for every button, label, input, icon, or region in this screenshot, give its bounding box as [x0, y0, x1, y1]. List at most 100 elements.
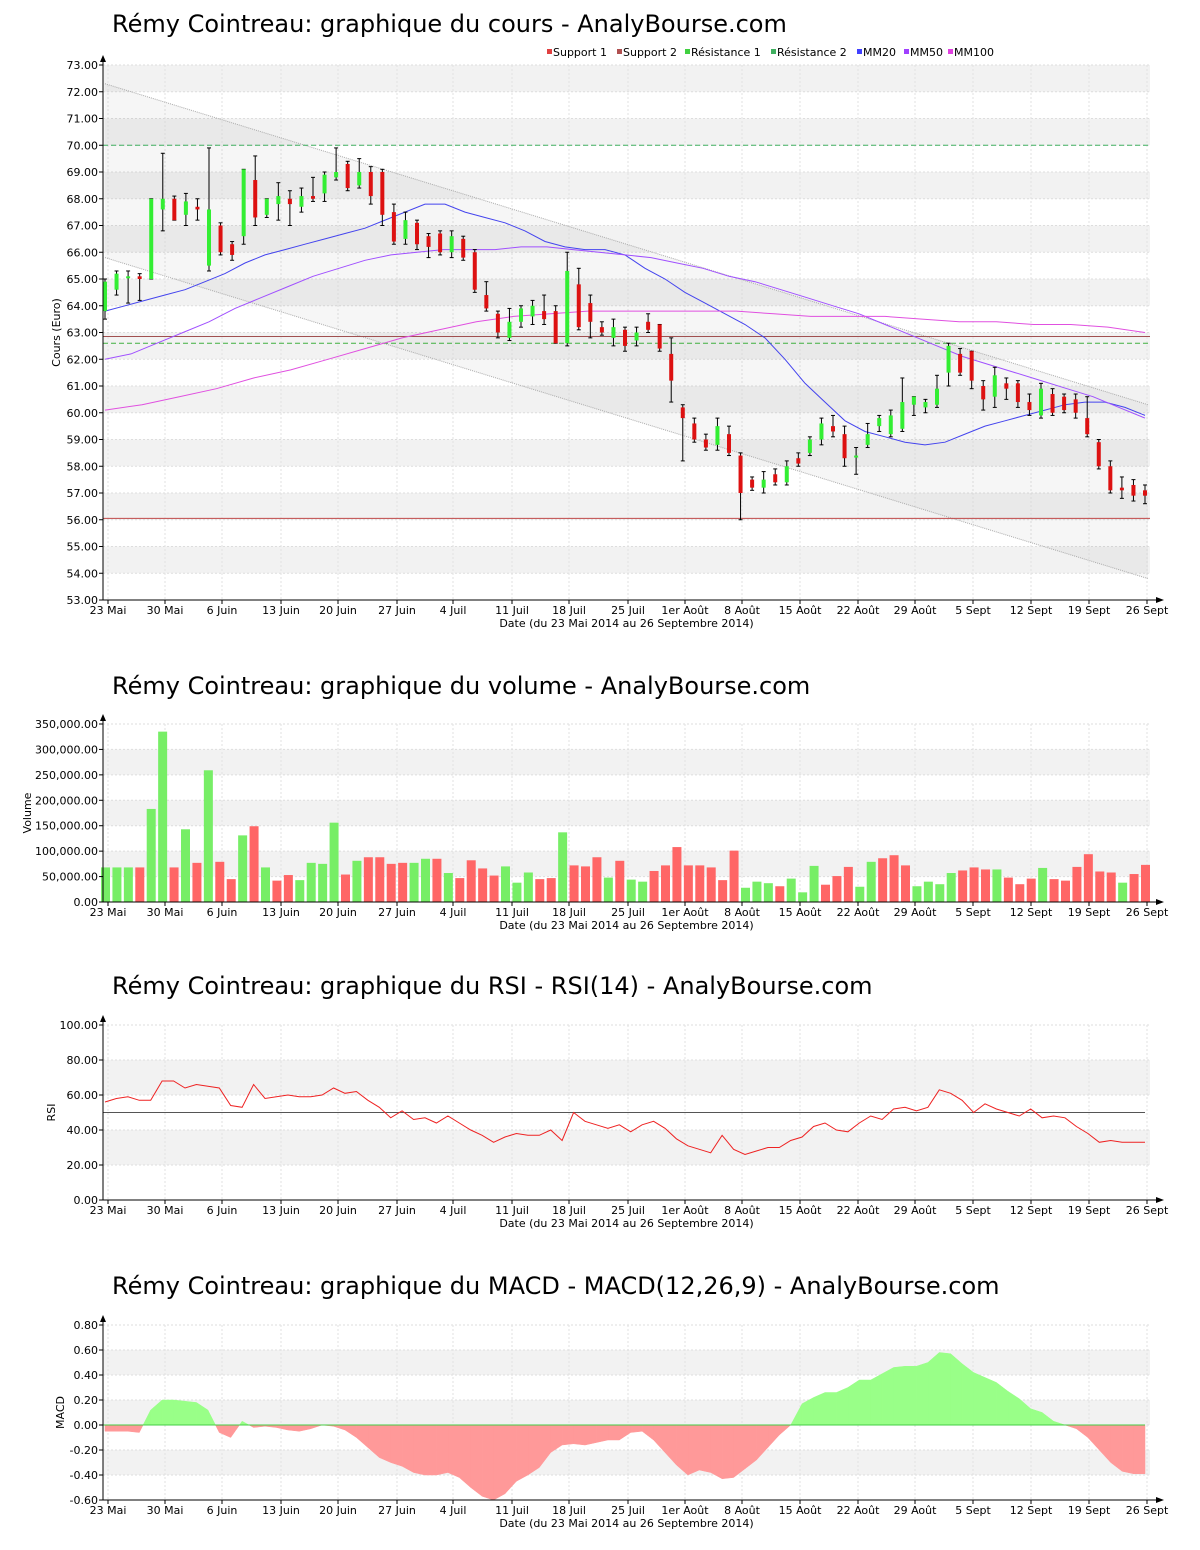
candle-body [1004, 383, 1009, 389]
volume-bar [878, 858, 888, 902]
macd-area [687, 1424, 700, 1476]
volume-bar [706, 867, 716, 902]
price-band [103, 493, 1150, 520]
price-y-tick-label: 68.00 [67, 193, 99, 206]
volume-bar [523, 872, 533, 902]
candle-body [160, 198, 165, 210]
macd-x-tick-label: 27 Juin [378, 1504, 416, 1517]
candle-body [992, 375, 997, 397]
macd-y-tick-label: -0.20 [70, 1444, 98, 1457]
candle-body [888, 415, 893, 435]
candle-body [715, 426, 720, 445]
candle-body [1131, 484, 1136, 496]
price-x-tick-label: 27 Juin [378, 604, 416, 617]
volume-bar [169, 867, 179, 902]
macd-x-tick-label: 4 Juil [440, 1504, 467, 1517]
rsi-y-axis-arrow [100, 1015, 106, 1022]
candle-body [1039, 388, 1043, 416]
volume-bar [741, 887, 750, 902]
volume-bar [363, 857, 373, 902]
macd-area [584, 1424, 597, 1446]
candle-body [657, 324, 662, 349]
candle-body [542, 311, 547, 320]
price-x-tick-label: 5 Sept [955, 604, 991, 617]
candle-body [241, 169, 246, 237]
volume-band [103, 800, 1150, 826]
price-x-axis-arrow [1156, 597, 1164, 603]
volume-x-tick-label: 12 Sept [1010, 906, 1053, 919]
macd-area [607, 1424, 620, 1441]
volume-bar [123, 867, 133, 902]
rsi-x-tick-label: 11 Juil [495, 1204, 529, 1217]
macd-x-tick-label: 13 Juin [262, 1504, 300, 1517]
volume-band [103, 749, 1150, 775]
macd-area [413, 1424, 426, 1476]
rsi-x-tick-label: 19 Sept [1068, 1204, 1111, 1217]
price-y-tick-label: 57.00 [67, 487, 99, 500]
volume-bar [683, 865, 693, 902]
volume-bar [1118, 882, 1128, 902]
volume-bar [729, 850, 739, 902]
macd-area [447, 1424, 460, 1478]
macd-area [219, 1424, 231, 1438]
candle-body [276, 196, 281, 205]
price-x-tick-label: 8 Août [724, 604, 761, 617]
volume-bar [649, 870, 659, 902]
candle-body [391, 212, 396, 242]
volume-bar [569, 865, 579, 902]
candle-body [114, 273, 119, 290]
macd-area [310, 1424, 323, 1430]
candle-body [322, 174, 327, 194]
price-band [103, 65, 1150, 92]
price-x-tick-label: 19 Sept [1068, 604, 1111, 617]
candle-body [703, 439, 708, 448]
rsi-x-tick-label: 30 Mai [147, 1204, 184, 1217]
macd-x-tick-label: 19 Sept [1068, 1504, 1111, 1517]
macd-area [870, 1373, 883, 1426]
macd-x-tick-label: 25 Juil [611, 1504, 645, 1517]
price-x-tick-label: 30 Mai [147, 604, 184, 617]
candle-body [230, 244, 235, 255]
rsi-y-axis-label: RSI [45, 1104, 58, 1122]
candle-body [530, 305, 535, 317]
volume-bar [398, 862, 408, 902]
macd-area [1133, 1424, 1146, 1474]
candle-body [796, 458, 801, 464]
candle-body [784, 466, 789, 483]
price-x-tick-label: 12 Sept [1010, 604, 1053, 617]
macd-area [984, 1377, 997, 1426]
volume-bar [958, 870, 968, 902]
candle-body [149, 198, 154, 279]
volume-bar [912, 886, 922, 902]
price-x-tick-label: 1er Août [661, 604, 709, 617]
macd-area [961, 1363, 974, 1426]
volume-bar [809, 865, 819, 902]
candle-body [426, 236, 431, 247]
price-chart-title: Rémy Cointreau: graphique du cours - Ana… [112, 10, 787, 38]
volume-bar [1003, 877, 1013, 902]
macd-area [927, 1351, 940, 1426]
macd-area [653, 1424, 666, 1454]
macd-y-tick-label: 0.80 [74, 1319, 99, 1332]
candle-body [264, 198, 269, 215]
macd-x-tick-label: 1er Août [661, 1504, 709, 1517]
macd-area [1121, 1424, 1134, 1475]
macd-area [401, 1424, 414, 1473]
macd-area [1064, 1424, 1077, 1430]
macd-x-axis-arrow [1156, 1497, 1164, 1503]
macd-area [139, 1424, 144, 1433]
price-y-tick-label: 62.00 [67, 353, 99, 366]
candle-body [299, 196, 304, 207]
rsi-x-tick-label: 6 Juin [207, 1204, 238, 1217]
macd-area [379, 1424, 391, 1463]
candle-body [172, 198, 177, 221]
candle-body [449, 236, 454, 253]
volume-bar [375, 857, 385, 902]
price-x-tick-label: 23 Mai [90, 604, 127, 617]
volume-bar [443, 873, 453, 902]
macd-area [390, 1424, 403, 1467]
price-y-tick-label: 69.00 [67, 166, 99, 179]
volume-bar [1095, 871, 1105, 902]
volume-bar [1049, 879, 1059, 902]
volume-bar [1083, 854, 1093, 902]
